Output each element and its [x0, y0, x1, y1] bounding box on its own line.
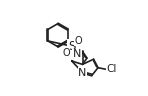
- Text: O: O: [75, 36, 82, 46]
- Text: O: O: [62, 48, 70, 58]
- Text: N: N: [73, 49, 82, 59]
- Text: S: S: [68, 40, 75, 53]
- Text: Cl: Cl: [107, 64, 117, 74]
- Text: N: N: [78, 67, 87, 77]
